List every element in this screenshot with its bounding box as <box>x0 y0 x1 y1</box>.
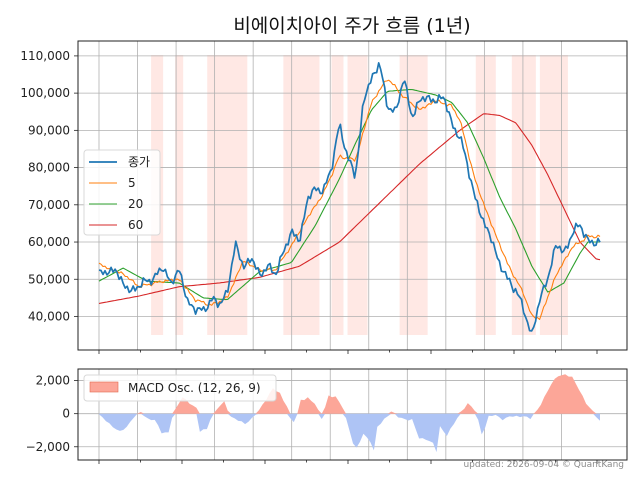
y-tick-label: 60,000 <box>28 235 70 249</box>
shaded-period-8 <box>511 55 536 335</box>
y-tick-label: 70,000 <box>28 198 70 212</box>
y-tick-label: 80,000 <box>28 161 70 175</box>
macd-y-tick-label: 2,000 <box>36 374 70 388</box>
price-plot-frame <box>77 40 628 351</box>
price-panel: 40,000 50,000 60,000 70,000 80,000 90,000 100,… <box>20 40 628 354</box>
series-line-close <box>98 62 601 332</box>
y-tick-label: 110,000 <box>20 49 70 63</box>
shaded-period-6 <box>399 55 428 335</box>
shaded-period-2 <box>207 55 248 335</box>
shaded-period-4 <box>331 55 344 335</box>
macd-legend: MACD Osc. (12, 26, 9) <box>83 374 277 402</box>
y-tick-label: 50,000 <box>28 272 70 286</box>
shaded-period-1 <box>175 55 184 335</box>
price-legend: 종가 5 20 60 <box>83 149 161 236</box>
legend-label-0: 종가 <box>128 155 150 169</box>
chart-title: 비에이치아이 주가 흐름 (1년) <box>233 15 470 37</box>
shaded-period-5 <box>347 55 368 335</box>
shaded-period-3 <box>283 55 320 335</box>
shaded-period-7 <box>475 55 496 335</box>
y-tick-label: 100,000 <box>20 86 70 100</box>
macd-area-negative <box>99 413 600 453</box>
legend-label-2: 20 <box>128 197 143 211</box>
macd-y-tick-label: −2,000 <box>26 440 70 454</box>
legend-frame <box>83 149 161 236</box>
macd-y-tick-label: 0 <box>62 407 70 421</box>
macd-legend-label: MACD Osc. (12, 26, 9) <box>128 381 261 395</box>
macd-legend-frame <box>83 374 277 402</box>
macd-plot-frame <box>77 368 628 461</box>
macd-area-positive <box>99 374 600 414</box>
shaded-period-9 <box>539 55 568 335</box>
macd-panel: −2,000 0 2,000 MACD Osc. (12, 26, 9) <box>26 368 628 464</box>
legend-label-3: 60 <box>128 218 143 232</box>
y-tick-label: 90,000 <box>28 123 70 137</box>
footer-credit: updated: 2026-09-04 © QuantKang <box>463 460 624 470</box>
macd-legend-swatch <box>89 381 119 393</box>
legend-label-1: 5 <box>128 176 136 190</box>
y-tick-label: 40,000 <box>28 309 70 323</box>
